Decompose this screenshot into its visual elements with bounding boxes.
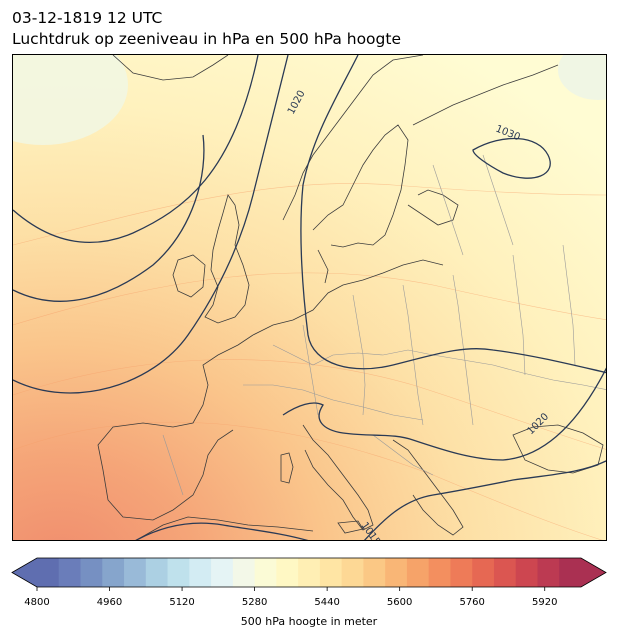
colorbar-ticks [36,587,546,591]
colorbar-segment [515,558,538,587]
map-date-title: 03-12-1819 12 UTC [12,9,163,27]
height-field-low-northeast [558,55,606,100]
isobars [13,55,606,540]
colorbar-segment [80,558,103,587]
colorbar-segment [189,558,212,587]
colorbar-segment [37,558,60,587]
colorbar-tick-label: 4800 [24,597,50,608]
colorbar-extend-high-arrow [581,558,606,587]
colorbar-segment [406,558,430,587]
colorbar-segments [37,558,582,587]
colorbar-segment [341,558,364,587]
colorbar-segment [211,558,234,587]
colorbar-segment [450,558,473,587]
colorbar-tick-label: 5120 [169,597,195,608]
colorbar-segment [428,558,451,587]
colorbar-tick-label: 4960 [96,597,123,608]
colorbar-tick-label: 5280 [241,597,268,608]
colorbar-tick-label: 5760 [459,597,485,608]
colorbar-segment [254,558,277,587]
colorbar-segment [58,558,82,587]
colorbar-segment [276,558,299,587]
colorbar-segment [559,558,582,587]
colorbar-tick-label: 5600 [386,597,413,608]
colorbar-segment [537,558,560,587]
colorbar-segment [232,558,256,587]
colorbar [11,557,607,591]
height-contours [13,183,606,540]
country-borders [162,154,606,496]
colorbar-label: 500 hPa hoogte in meter [240,615,378,628]
colorbar-segment [493,558,517,587]
colorbar-segment [298,558,321,587]
colorbar-tick-label: 5920 [531,597,558,608]
map-subtitle: Luchtdruk op zeeniveau in hPa en 500 hPa… [12,30,401,48]
coastlines [97,55,604,540]
colorbar-segment [385,558,408,587]
colorbar-segment [319,558,343,587]
colorbar-tick-label: 5440 [314,597,340,608]
colorbar-segment [167,558,190,587]
colorbar-segment [145,558,169,587]
colorbar-extend-low-arrow [12,558,37,587]
weather-map: 1020 1030 1020 1015 [12,54,607,541]
colorbar-segment [102,558,125,587]
colorbar-segment [124,558,147,587]
height-field-low-northwest [13,55,128,145]
colorbar-segment [363,558,386,587]
colorbar-segment [472,558,495,587]
